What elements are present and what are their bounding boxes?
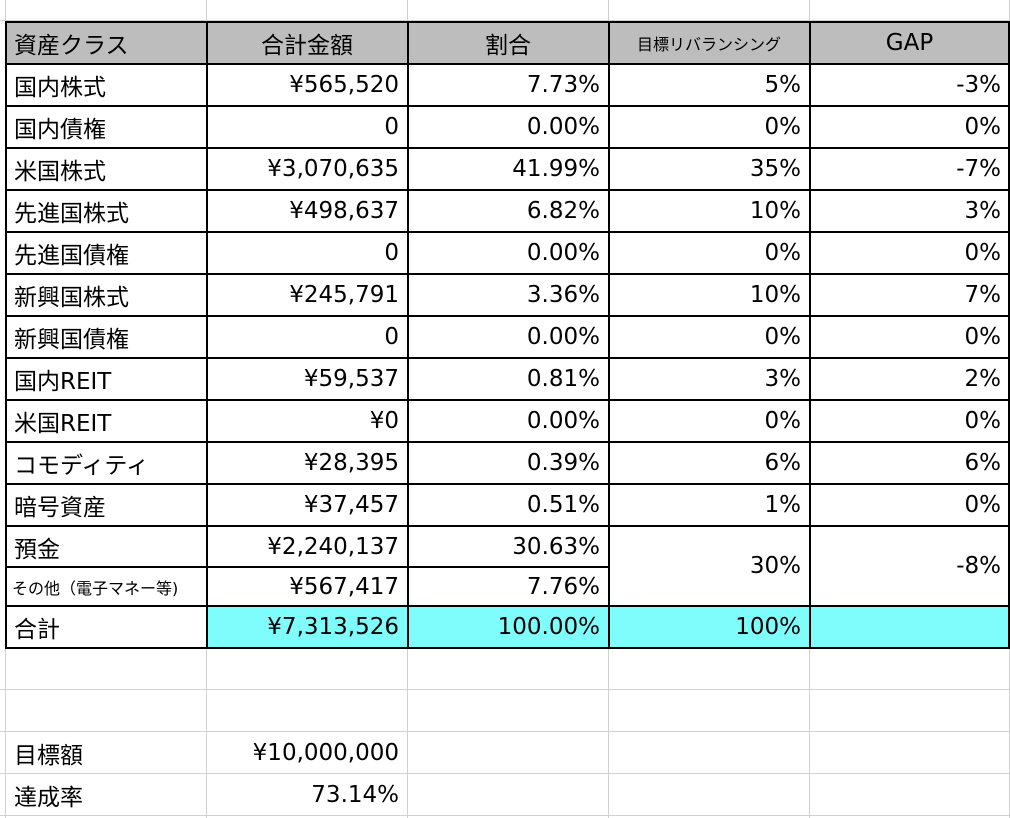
asset-name-cell[interactable]: 新興国株式: [14, 285, 129, 311]
gap-cell[interactable]: 6%: [964, 450, 1002, 476]
amount-cell[interactable]: 0: [384, 324, 399, 350]
ratio-cell[interactable]: 0.00%: [526, 324, 600, 350]
header-ratio[interactable]: 割合: [408, 22, 608, 64]
ratio-cell[interactable]: 30.63%: [512, 534, 600, 560]
gap-cell[interactable]: -3%: [956, 72, 1001, 98]
gap-cell[interactable]: -7%: [956, 156, 1001, 182]
header-gap[interactable]: GAP: [810, 22, 1009, 64]
gap-cell[interactable]: 0%: [964, 114, 1002, 140]
header-target-rebalancing[interactable]: 目標リバランシング: [609, 22, 809, 64]
total-amount-cell[interactable]: ¥7,313,526: [207, 606, 407, 648]
target-cell[interactable]: 0%: [764, 324, 802, 350]
gap-cell[interactable]: 0%: [964, 240, 1002, 266]
ratio-cell[interactable]: 6.82%: [526, 198, 600, 224]
achievement-label-cell[interactable]: 達成率: [14, 785, 83, 811]
target-cell[interactable]: 35%: [749, 156, 801, 182]
ratio-cell[interactable]: 0.00%: [526, 408, 600, 434]
goal-value-cell[interactable]: ¥10,000,000: [252, 740, 399, 766]
ratio-cell[interactable]: 0.81%: [526, 366, 600, 392]
gap-cell[interactable]: 0%: [964, 492, 1002, 518]
merged-target-cell[interactable]: 30%: [749, 553, 801, 579]
merged-gap-cell[interactable]: -8%: [956, 553, 1001, 579]
amount-cell[interactable]: 0: [384, 240, 399, 266]
gap-cell[interactable]: 0%: [964, 324, 1002, 350]
ratio-cell[interactable]: 0.00%: [526, 240, 600, 266]
goal-label-cell[interactable]: 目標額: [14, 743, 83, 769]
ratio-cell[interactable]: 0.51%: [526, 492, 600, 518]
target-cell[interactable]: 0%: [764, 408, 802, 434]
total-ratio-cell[interactable]: 100.00%: [408, 606, 608, 648]
asset-name-cell[interactable]: その他（電子マネー等): [12, 579, 179, 598]
ratio-cell[interactable]: 7.73%: [526, 72, 600, 98]
row-gridline: [0, 815, 1010, 816]
target-cell[interactable]: 10%: [749, 282, 801, 308]
amount-cell[interactable]: ¥245,791: [289, 282, 399, 308]
asset-name-cell[interactable]: 預金: [14, 537, 60, 563]
ratio-cell[interactable]: 0.39%: [526, 450, 600, 476]
row-gridline: [0, 731, 1010, 732]
asset-name-cell[interactable]: 米国株式: [14, 159, 106, 185]
target-cell[interactable]: 0%: [764, 240, 802, 266]
asset-name-cell[interactable]: 国内株式: [14, 75, 106, 101]
header-asset-class[interactable]: 資産クラス: [6, 22, 206, 64]
asset-name-cell[interactable]: コモディティ: [14, 453, 150, 479]
gap-cell[interactable]: 3%: [964, 198, 1002, 224]
asset-name-cell[interactable]: 国内債権: [14, 117, 106, 143]
target-cell[interactable]: 3%: [764, 366, 802, 392]
target-cell[interactable]: 10%: [749, 198, 801, 224]
gap-cell[interactable]: 0%: [964, 408, 1002, 434]
row-gridline: [0, 689, 1010, 690]
ratio-cell[interactable]: 0.00%: [526, 114, 600, 140]
ratio-cell[interactable]: 7.76%: [526, 574, 600, 600]
amount-cell[interactable]: ¥498,637: [289, 198, 399, 224]
amount-cell[interactable]: ¥59,537: [303, 366, 399, 392]
gap-cell[interactable]: 7%: [964, 282, 1002, 308]
asset-name-cell[interactable]: 米国REIT: [14, 411, 112, 437]
gap-cell[interactable]: 2%: [964, 366, 1002, 392]
amount-cell[interactable]: 0: [384, 114, 399, 140]
target-cell[interactable]: 6%: [764, 450, 802, 476]
ratio-cell[interactable]: 3.36%: [526, 282, 600, 308]
asset-name-cell[interactable]: 国内REIT: [14, 369, 112, 395]
amount-cell[interactable]: ¥567,417: [289, 574, 399, 600]
achievement-value-cell[interactable]: 73.14%: [311, 782, 399, 808]
asset-name-cell[interactable]: 新興国債権: [14, 327, 129, 353]
total-target-cell[interactable]: 100%: [609, 606, 809, 648]
row-gridline: [0, 20, 1010, 21]
target-cell[interactable]: 5%: [764, 72, 802, 98]
header-total-amount[interactable]: 合計金額: [207, 22, 407, 64]
amount-cell[interactable]: ¥37,457: [303, 492, 399, 518]
total-gap-cell[interactable]: [810, 606, 1009, 648]
asset-name-cell[interactable]: 暗号資産: [14, 495, 106, 521]
asset-name-cell[interactable]: 先進国株式: [14, 201, 129, 227]
ratio-cell[interactable]: 41.99%: [512, 156, 600, 182]
amount-cell[interactable]: ¥3,070,635: [267, 156, 399, 182]
amount-cell[interactable]: ¥0: [369, 408, 399, 434]
target-cell[interactable]: 0%: [764, 114, 802, 140]
amount-cell[interactable]: ¥565,520: [289, 72, 399, 98]
amount-cell[interactable]: ¥2,240,137: [267, 534, 399, 560]
target-cell[interactable]: 1%: [764, 492, 802, 518]
amount-cell[interactable]: ¥28,395: [303, 450, 399, 476]
total-label-cell[interactable]: 合計: [14, 617, 60, 643]
row-gridline: [0, 773, 1010, 774]
asset-name-cell[interactable]: 先進国債権: [14, 243, 129, 269]
